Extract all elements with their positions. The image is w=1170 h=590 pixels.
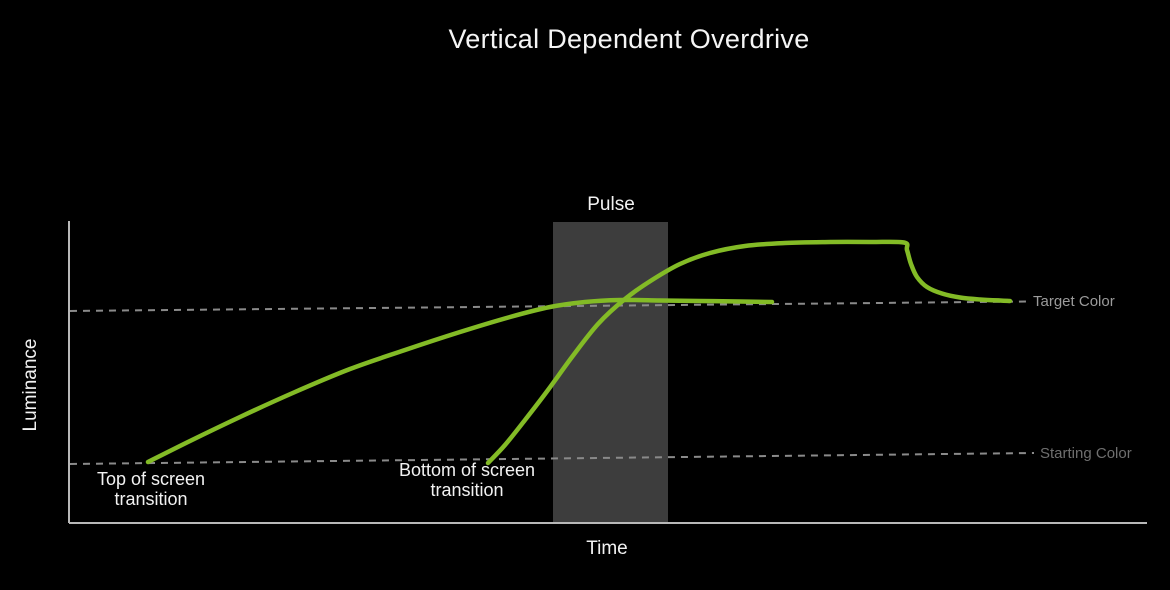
starting-color-label: Starting Color: [1040, 445, 1132, 462]
top-transition-label-line2: transition: [114, 489, 188, 509]
series-group: [145, 239, 1013, 466]
x-axis-label: Time: [586, 538, 628, 559]
pulse-region-group: [553, 222, 668, 523]
top-transition-label: Top of screen transition: [97, 469, 205, 509]
y-axis-label: Luminance: [20, 338, 41, 432]
bottom-transition-label-line1: Bottom of screen: [398, 460, 536, 480]
target-color-label: Target Color: [1033, 293, 1115, 310]
top-transition-label-line1: Top of screen: [96, 469, 206, 489]
bottom-transition-label: Bottom of screen transition: [399, 460, 535, 500]
axes-group: [68, 221, 1147, 524]
pulse-label: Pulse: [587, 194, 635, 215]
bottom-transition-label-line2: transition: [430, 480, 504, 500]
chart-title: Vertical Dependent Overdrive: [448, 24, 810, 54]
reference-lines-group: [69, 300, 1035, 465]
